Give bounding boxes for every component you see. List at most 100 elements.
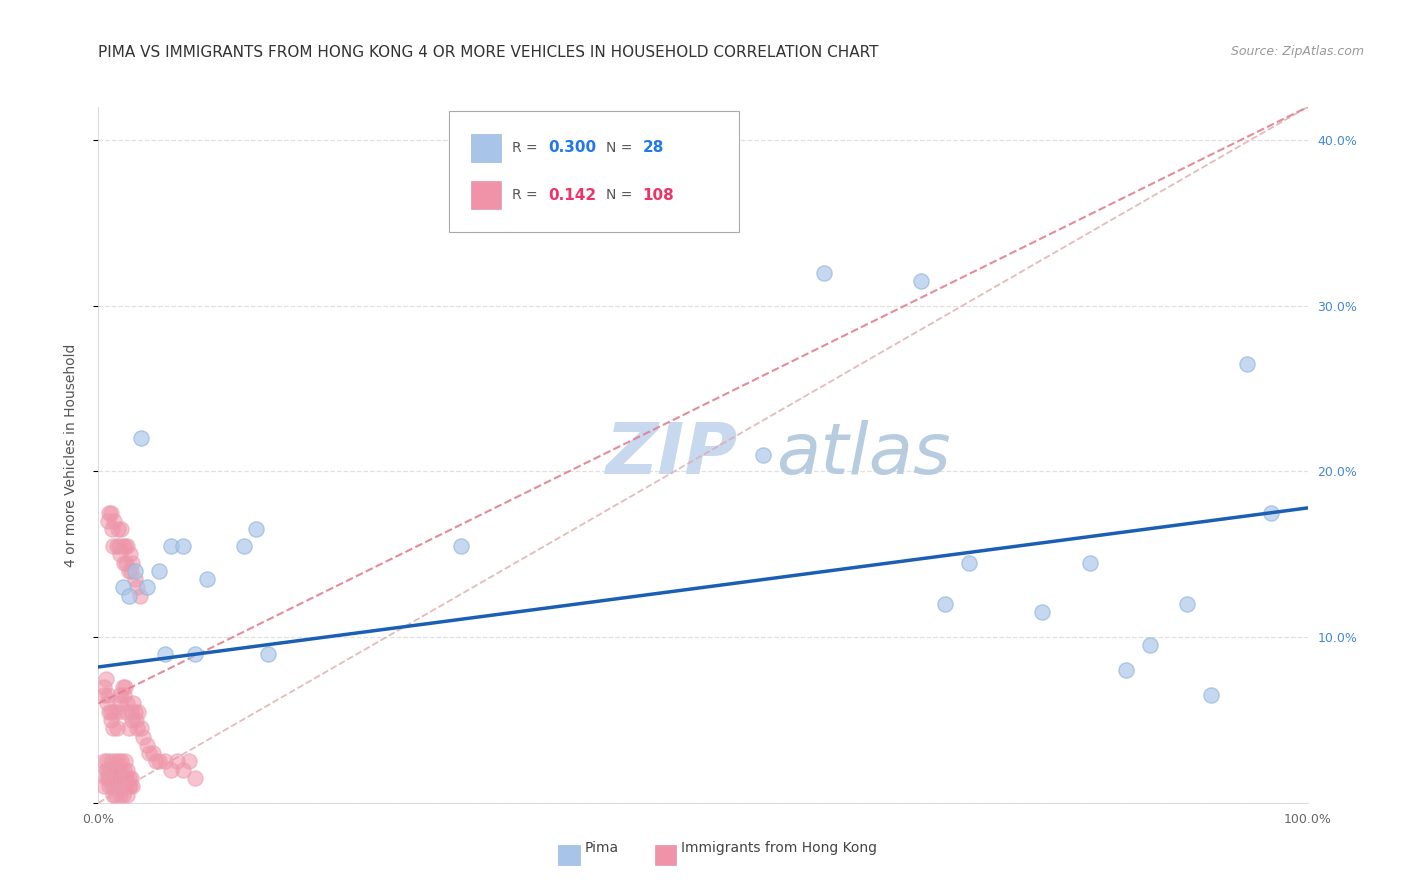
Y-axis label: 4 or more Vehicles in Household: 4 or more Vehicles in Household [63, 343, 77, 566]
Point [108, 539, 131, 553]
Point [110, 755, 132, 769]
Text: ZIP: ZIP [606, 420, 738, 490]
Point [104, 755, 127, 769]
Point [98, 763, 121, 777]
Text: 0.300: 0.300 [548, 140, 596, 155]
Point [127, 721, 149, 735]
Point [910, 274, 932, 288]
Point [108, 763, 131, 777]
Text: PIMA VS IMMIGRANTS FROM HONG KONG 4 OR MORE VEHICLES IN HOUSEHOLD CORRELATION CH: PIMA VS IMMIGRANTS FROM HONG KONG 4 OR M… [98, 45, 879, 60]
Point [111, 771, 134, 785]
Point [124, 572, 146, 586]
Point [117, 697, 139, 711]
Point [1078, 556, 1101, 570]
Point [96, 697, 118, 711]
Point [120, 771, 142, 785]
Point [114, 539, 136, 553]
Point [148, 755, 170, 769]
Point [118, 771, 141, 785]
Point [117, 763, 139, 777]
Point [100, 779, 122, 793]
Point [98, 506, 121, 520]
Point [100, 763, 122, 777]
Point [957, 556, 980, 570]
Point [100, 523, 122, 537]
Point [127, 705, 149, 719]
Point [160, 763, 183, 777]
Point [118, 564, 141, 578]
Text: 28: 28 [643, 140, 664, 155]
Point [108, 771, 131, 785]
Point [107, 771, 129, 785]
Point [110, 523, 132, 537]
Bar [655, 845, 676, 865]
Point [100, 713, 122, 727]
FancyBboxPatch shape [449, 111, 740, 232]
Point [94, 771, 117, 785]
Point [111, 788, 134, 802]
Text: N =: N = [606, 188, 637, 202]
Point [105, 779, 128, 793]
Point [110, 779, 132, 793]
Point [114, 680, 136, 694]
Point [1260, 506, 1282, 520]
Point [121, 556, 143, 570]
Point [184, 647, 207, 661]
Point [93, 779, 115, 793]
Point [124, 705, 146, 719]
Point [120, 705, 142, 719]
Point [112, 556, 135, 570]
Point [256, 647, 278, 661]
Point [108, 697, 131, 711]
Point [1199, 688, 1222, 702]
Text: Pima: Pima [585, 841, 619, 855]
Point [1031, 605, 1053, 619]
Bar [471, 134, 501, 161]
Text: 0.142: 0.142 [548, 187, 596, 202]
Point [96, 763, 118, 777]
Point [97, 771, 120, 785]
Point [129, 431, 152, 445]
Point [111, 680, 134, 694]
Point [232, 539, 254, 553]
Point [101, 539, 124, 553]
Point [98, 705, 121, 719]
Point [184, 771, 207, 785]
Point [118, 547, 141, 561]
Point [94, 763, 117, 777]
Text: R =: R = [512, 141, 541, 154]
Point [1175, 597, 1198, 611]
Point [101, 721, 124, 735]
Point [179, 755, 201, 769]
Point [153, 647, 176, 661]
Point [118, 779, 141, 793]
Point [117, 788, 139, 802]
Point [93, 680, 115, 694]
Text: Immigrants from Hong Kong: Immigrants from Hong Kong [682, 841, 877, 855]
Point [97, 514, 120, 528]
Point [112, 688, 135, 702]
Text: Source: ZipAtlas.com: Source: ZipAtlas.com [1230, 45, 1364, 58]
Point [118, 589, 141, 603]
Point [145, 755, 167, 769]
Text: N =: N = [606, 141, 637, 154]
Text: 108: 108 [643, 187, 675, 202]
Point [118, 779, 141, 793]
Point [103, 705, 125, 719]
Point [107, 523, 129, 537]
Point [115, 779, 138, 793]
Point [813, 266, 835, 280]
Point [94, 672, 117, 686]
Point [111, 539, 134, 553]
Point [111, 581, 134, 595]
Point [100, 705, 122, 719]
Point [103, 514, 125, 528]
Point [128, 589, 150, 603]
Point [107, 705, 129, 719]
Point [98, 779, 121, 793]
Point [100, 771, 122, 785]
Point [100, 755, 122, 769]
Point [135, 738, 157, 752]
Point [1139, 639, 1161, 653]
Point [93, 688, 115, 702]
